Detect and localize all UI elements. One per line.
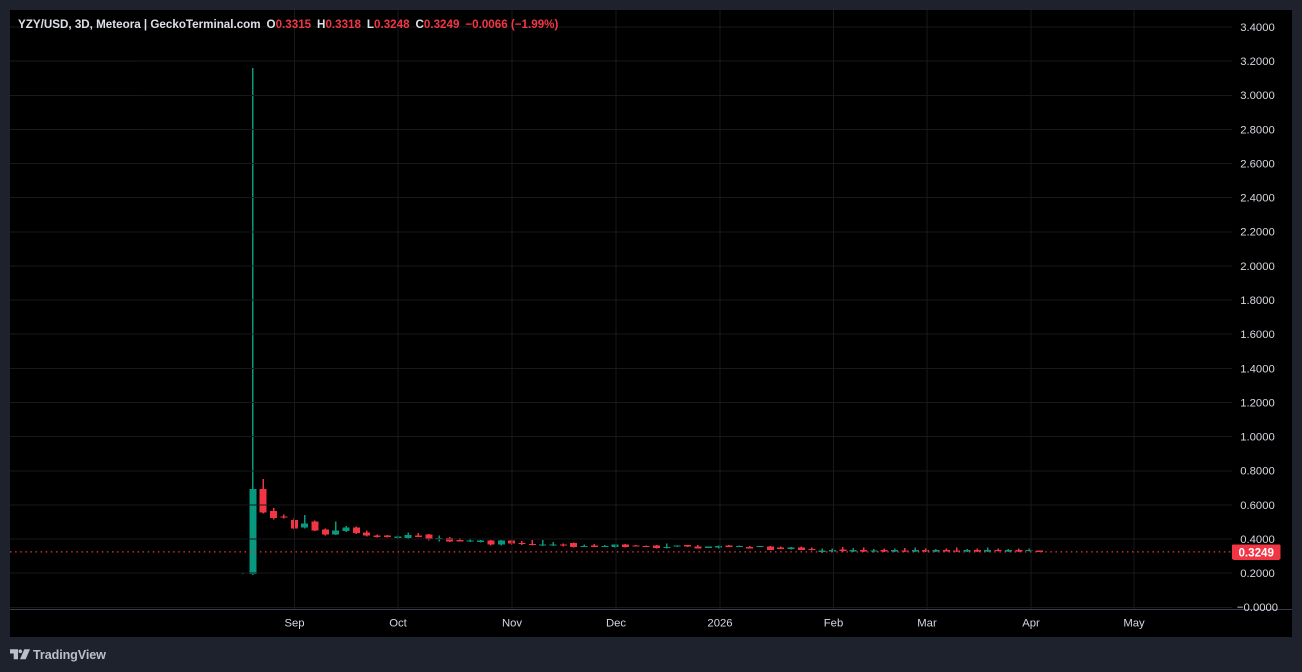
svg-text:1.6000: 1.6000 (1240, 329, 1275, 341)
svg-text:Mar: Mar (917, 618, 937, 630)
svg-text:0.6000: 0.6000 (1240, 500, 1275, 512)
svg-text:1.8000: 1.8000 (1240, 295, 1275, 307)
svg-text:0.2000: 0.2000 (1240, 568, 1275, 580)
svg-text:2.6000: 2.6000 (1240, 158, 1275, 170)
svg-text:1.4000: 1.4000 (1240, 363, 1275, 375)
svg-text:3.0000: 3.0000 (1240, 90, 1275, 102)
svg-text:1.2000: 1.2000 (1240, 397, 1275, 409)
svg-text:TradingView: TradingView (33, 648, 106, 662)
svg-text:1.0000: 1.0000 (1240, 432, 1275, 444)
svg-text:0.3249: 0.3249 (1238, 546, 1274, 559)
svg-text:2.2000: 2.2000 (1240, 227, 1275, 239)
svg-text:2.0000: 2.0000 (1240, 261, 1275, 273)
svg-text:2026: 2026 (707, 618, 732, 630)
svg-text:0.4000: 0.4000 (1240, 534, 1275, 546)
svg-text:Feb: Feb (824, 618, 843, 630)
svg-text:Oct: Oct (389, 618, 407, 630)
svg-text:2.4000: 2.4000 (1240, 193, 1275, 205)
svg-text:−0.0000: −0.0000 (1237, 602, 1278, 614)
svg-text:Sep: Sep (284, 618, 304, 630)
svg-text:Apr: Apr (1022, 618, 1040, 630)
svg-text:3.4000: 3.4000 (1240, 22, 1275, 34)
svg-text:Dec: Dec (606, 618, 626, 630)
svg-text:3.2000: 3.2000 (1240, 56, 1275, 68)
svg-text:0.8000: 0.8000 (1240, 466, 1275, 478)
svg-text:2.8000: 2.8000 (1240, 124, 1275, 136)
svg-text:May: May (1123, 618, 1145, 630)
svg-text:Nov: Nov (502, 618, 522, 630)
